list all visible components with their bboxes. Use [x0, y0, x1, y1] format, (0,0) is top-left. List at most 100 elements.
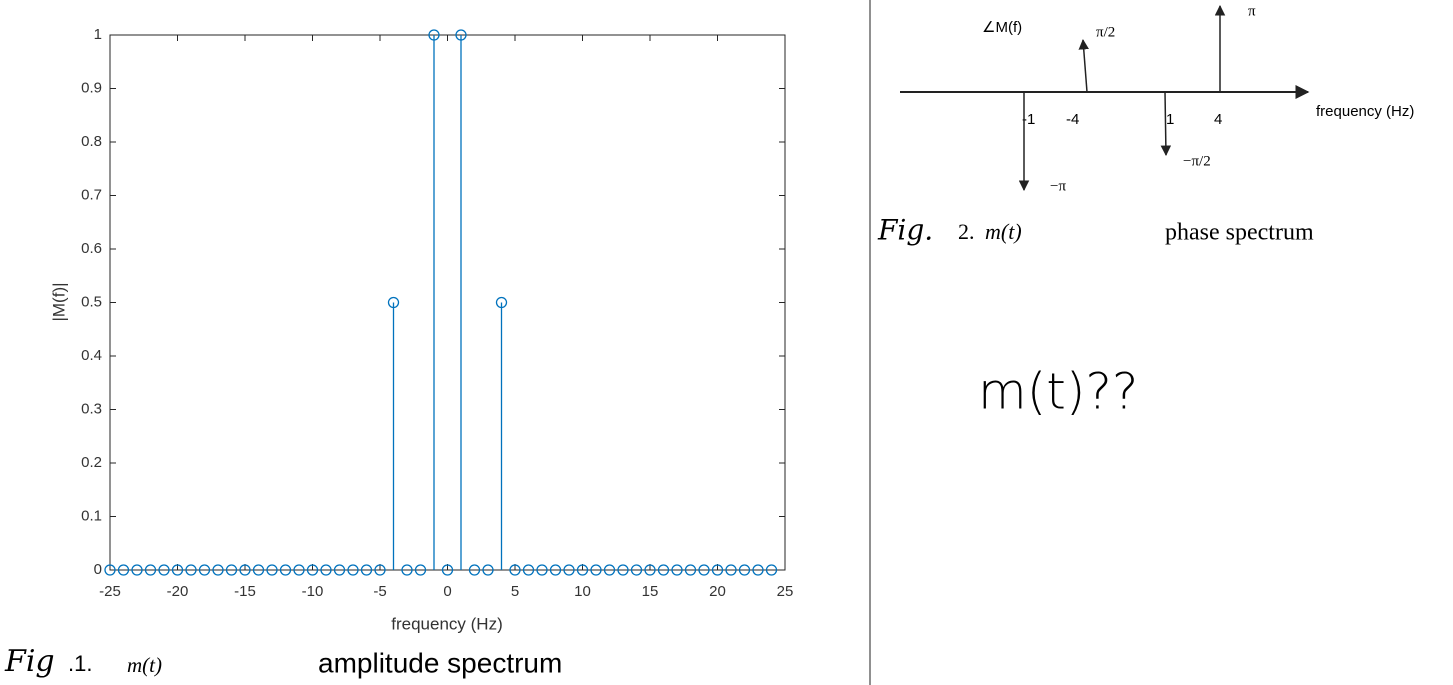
- stem-marker: [198, 564, 211, 576]
- stem-marker: [171, 564, 184, 576]
- y-axis-label: |M(f)|: [49, 282, 68, 321]
- stem-marker: [455, 29, 467, 41]
- caption-text: phase spectrum: [1165, 220, 1314, 246]
- stem-marker: [360, 564, 373, 576]
- y-tick-label: 0.3: [81, 400, 102, 417]
- stem-marker: [698, 564, 710, 576]
- stem-marker: [441, 564, 454, 576]
- stem-marker: [482, 564, 494, 576]
- stem-marker: [522, 564, 535, 576]
- tick-label: 1: [1166, 111, 1174, 128]
- arrow: [1078, 38, 1089, 93]
- stem-marker: [144, 564, 157, 576]
- stem-marker: [765, 564, 778, 576]
- stem-marker: [117, 564, 130, 576]
- stem-marker: [320, 564, 332, 576]
- stem-marker: [590, 564, 602, 576]
- x-tick-label: 10: [574, 583, 591, 600]
- caption-2: Fig. 2. m(t) phase spectrum: [877, 214, 1314, 247]
- stem-marker: [428, 29, 440, 41]
- stem-marker: [725, 564, 737, 576]
- amplitude-chart: frequency (Hz) |M(f)| 0 0.1 0.2 0.3 0.4 0.5 0.…: [49, 26, 793, 634]
- stem-marker: [509, 564, 521, 576]
- caption-text: amplitude spectrum: [318, 647, 562, 678]
- stem-marker: [495, 296, 508, 309]
- x-tick-label: -15: [234, 583, 256, 600]
- y-tick-label: 1: [94, 26, 102, 43]
- phase-label: ∠M(f): [982, 19, 1022, 36]
- stem-marker: [333, 564, 346, 576]
- stem-marker: [684, 564, 697, 576]
- stem-marker: [468, 564, 481, 576]
- stem-marker: [306, 564, 319, 576]
- stem-marker: [630, 564, 643, 576]
- stem-marker: [617, 564, 629, 576]
- x-tick-label: -20: [167, 583, 189, 600]
- stem-marker: [212, 564, 224, 576]
- caption-fig: Fig: [4, 644, 55, 679]
- stem-marker: [671, 564, 683, 576]
- y-tick-label: 0.9: [81, 79, 102, 96]
- arrow-label: −π/2: [1183, 153, 1211, 169]
- stem-marker: [252, 564, 265, 576]
- arrow: [1160, 91, 1172, 157]
- x-tick-label: -5: [373, 583, 386, 600]
- stem-marker: [293, 564, 305, 576]
- stem-marker: [374, 564, 386, 576]
- x-axis-label: frequency (Hz): [391, 614, 502, 633]
- x-tick-label: 20: [709, 583, 726, 600]
- x-tick-label: 25: [777, 583, 794, 600]
- stem-marker: [347, 564, 359, 576]
- y-tick-label: 0: [94, 561, 102, 578]
- stem-marker: [131, 564, 143, 576]
- caption-math: m(t): [985, 219, 1022, 244]
- y-tick-label: 0.6: [81, 240, 102, 257]
- x-tick-label: 15: [642, 583, 659, 600]
- x-tick-label: 5: [511, 583, 519, 600]
- stem-marker: [104, 564, 116, 576]
- stem-marker: [711, 564, 724, 576]
- stem-marker: [752, 564, 764, 576]
- stem-marker: [185, 564, 197, 576]
- stem-marker: [576, 564, 589, 576]
- stem-marker: [401, 564, 413, 576]
- y-tick-label: 0.2: [81, 454, 102, 471]
- frequency-label: frequency (Hz): [1316, 103, 1414, 120]
- question: m(t)??: [978, 363, 1138, 421]
- stem-marker: [657, 564, 670, 576]
- stem-marker: [239, 564, 251, 576]
- stem-marker: [414, 564, 427, 576]
- caption-number: 2.: [958, 219, 975, 244]
- arrow-label: −π: [1050, 178, 1066, 194]
- stem-marker: [225, 564, 238, 576]
- y-tick-label: 0.7: [81, 186, 102, 203]
- stem-marker: [549, 564, 562, 576]
- stem-marker: [603, 564, 616, 576]
- stem-marker: [536, 564, 548, 576]
- stem-marker: [387, 296, 400, 309]
- plot-frame: [109, 34, 786, 571]
- y-tick-label: 0.5: [81, 293, 102, 310]
- caption-1: Fig .1. m(t) amplitude spectrum: [4, 644, 562, 679]
- stem-marker: [738, 564, 751, 576]
- y-tick-label: 0.1: [81, 507, 102, 524]
- stem-marker: [644, 564, 656, 576]
- x-tick-label: 0: [443, 583, 451, 600]
- caption-fig: Fig.: [877, 214, 933, 247]
- arrow-label: π/2: [1096, 24, 1115, 40]
- caption-number: .1.: [68, 651, 92, 676]
- x-tick-label: -25: [99, 583, 121, 600]
- stem-marker: [158, 564, 170, 576]
- tick-label: 4: [1214, 111, 1222, 128]
- y-tick-label: 0.4: [81, 347, 102, 364]
- stem-marker: [563, 564, 575, 576]
- x-tick-label: -10: [302, 583, 324, 600]
- stem-marker: [266, 564, 278, 576]
- y-tick-label: 0.8: [81, 133, 102, 150]
- phase-diagram: ∠M(f) frequency (Hz) -1 -4 1 4 −π π/2 −π…: [900, 3, 1414, 194]
- tick-label: -4: [1066, 111, 1079, 128]
- tick-label: -1: [1022, 111, 1035, 128]
- stem-marker: [279, 564, 292, 576]
- arrow-label: π: [1248, 3, 1256, 19]
